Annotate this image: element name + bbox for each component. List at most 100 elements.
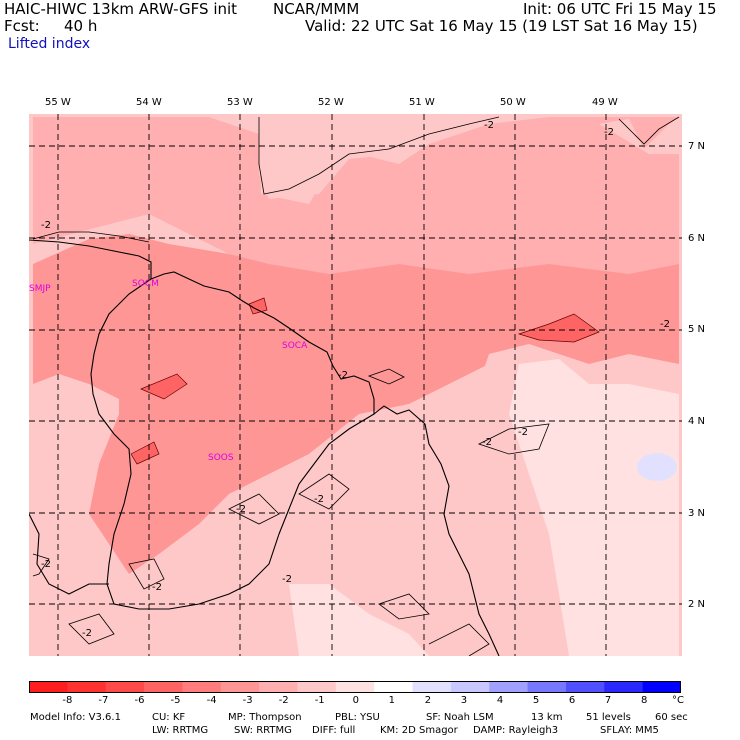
colorbar-unit: °C: [672, 695, 684, 706]
footer-timestep: 60 sec: [655, 712, 688, 723]
lat-label: 6 N: [688, 233, 706, 244]
colorbar-outline: [29, 681, 681, 693]
colorbar-swatch: [489, 681, 529, 693]
contour-label: -2: [482, 437, 492, 448]
colorbar-tick-label: 4: [496, 695, 504, 706]
lat-lon-grid: [29, 114, 682, 656]
footer-lw: LW: RRTMG: [152, 725, 209, 736]
footer-km: KM: 2D Smagor: [380, 725, 458, 736]
valid-time: Valid: 22 UTC Sat 16 May 15 (19 LST Sat …: [305, 17, 698, 35]
contour-label: -2: [41, 220, 51, 231]
colorbar-swatch: [144, 681, 183, 693]
footer-resolution: 13 km: [531, 712, 563, 723]
colorbar-swatch: [297, 681, 337, 693]
colorbar-swatch: [642, 681, 681, 693]
lon-label: 50 W: [500, 97, 526, 108]
shade-li-minus-5-cell: [517, 313, 600, 343]
colorbar-swatch: [182, 681, 222, 693]
coastline-borders: [29, 239, 500, 656]
lon-label: 53 W: [227, 97, 253, 108]
colorbar-tick-label: -5: [170, 695, 181, 706]
footer-levels: 51 levels: [586, 712, 631, 723]
colorbar-tick-label: -3: [242, 695, 253, 706]
colorbar-tick-label: 5: [532, 695, 540, 706]
station-label: SOCA: [282, 341, 308, 351]
footer-sf: SF: Noah LSM: [426, 712, 494, 723]
contour-label: -2: [152, 582, 162, 593]
shade-li-plus-1: [637, 453, 677, 481]
contour-label: -2: [82, 628, 92, 639]
forecast-label: Fcst:: [4, 17, 40, 35]
colorbar-tick-label: -7: [98, 695, 109, 706]
contour-label: -2: [41, 559, 51, 570]
init-time: Init: 06 UTC Fri 15 May 15: [523, 0, 717, 18]
footer-sflay: SFLAY: MM5: [600, 725, 659, 736]
field-name: Lifted index: [8, 36, 91, 52]
colorbar-tick-label: 8: [641, 695, 648, 706]
colorbar-tick-label: -4: [206, 695, 217, 706]
colorbar-tick-label: 1: [388, 695, 395, 706]
footer-model-info: Model Info: V3.6.1: [30, 712, 121, 723]
colorbar-tick-label: -1: [314, 695, 325, 706]
colorbar-tick-label: 6: [568, 695, 576, 706]
lon-label: 55 W: [45, 97, 71, 108]
colorbar-tick-label: -2: [278, 695, 289, 706]
contour-label: -2: [314, 494, 324, 505]
lat-label: 3 N: [688, 508, 706, 519]
forecast-hour: 40 h: [64, 17, 98, 35]
contour-label: -2: [660, 319, 670, 330]
contour-label: -2: [282, 574, 292, 585]
station-label: SMJP: [29, 284, 51, 294]
footer-damp: DAMP: Rayleigh3: [473, 725, 559, 736]
contour-lines: [32, 116, 680, 656]
footer-pbl: PBL: YSU: [335, 712, 380, 723]
station-label: SOOS: [208, 453, 234, 463]
colorbar-swatch: [565, 681, 605, 693]
shade-li-minus-2-ne: [599, 117, 679, 154]
contour-label: -2: [518, 427, 528, 438]
colorbar-tick-label: 7: [604, 695, 612, 706]
colorbar-swatch: [29, 681, 68, 693]
colorbar-tick-label: -6: [134, 695, 145, 706]
colorbar-tick-label: -8: [62, 695, 73, 706]
shade-li-minus-2-south: [219, 494, 469, 656]
footer-cu: CU: KF: [152, 712, 186, 723]
lifted-index-map: [29, 114, 682, 656]
footer-mp: MP: Thompson: [228, 712, 302, 723]
contour-label: -2: [338, 370, 348, 381]
colorbar-swatch: [259, 681, 298, 693]
colorbar-swatch: [105, 681, 145, 693]
lat-label: 5 N: [688, 324, 706, 335]
shade-li-minus-3-interior: [89, 274, 359, 574]
colorbar-tick-label: 0: [352, 695, 359, 706]
lat-label: 7 N: [688, 141, 706, 152]
shade-li-minus-2-north: [259, 117, 489, 199]
lon-label: 52 W: [318, 97, 344, 108]
colorbar-swatch: [604, 681, 644, 693]
shade-li-minus-5-cell: [248, 297, 268, 315]
colorbar-tick-label: 2: [424, 695, 432, 706]
colorbar-swatch: [374, 681, 414, 693]
organization: NCAR/MMM: [273, 0, 360, 18]
shade-li-minus-5-cell: [130, 441, 160, 465]
lon-label: 49 W: [592, 97, 618, 108]
colorbar-tick-label: 3: [460, 695, 468, 706]
colorbar-swatch: [412, 681, 452, 693]
model-title: HAIC-HIWC 13km ARW-GFS init: [4, 0, 238, 18]
colorbar-swatch: [220, 681, 260, 693]
shade-li-minus-5-cell: [140, 373, 188, 400]
lat-label: 4 N: [688, 416, 706, 427]
lon-label: 51 W: [409, 97, 435, 108]
contour-label: -2: [236, 504, 246, 515]
colorbar-swatch: [450, 681, 490, 693]
contour-label: -2: [484, 120, 494, 131]
lat-label: 2 N: [688, 599, 706, 610]
shade-li-minus-1-south: [289, 584, 429, 656]
lon-label: 54 W: [136, 97, 162, 108]
footer-diff: DIFF: full: [312, 725, 356, 736]
contour-label: -2: [604, 127, 614, 138]
shade-li-0-east: [509, 359, 679, 656]
footer-sw: SW: RRTMG: [234, 725, 292, 736]
colorbar: [29, 681, 681, 693]
colorbar-swatch: [67, 681, 107, 693]
